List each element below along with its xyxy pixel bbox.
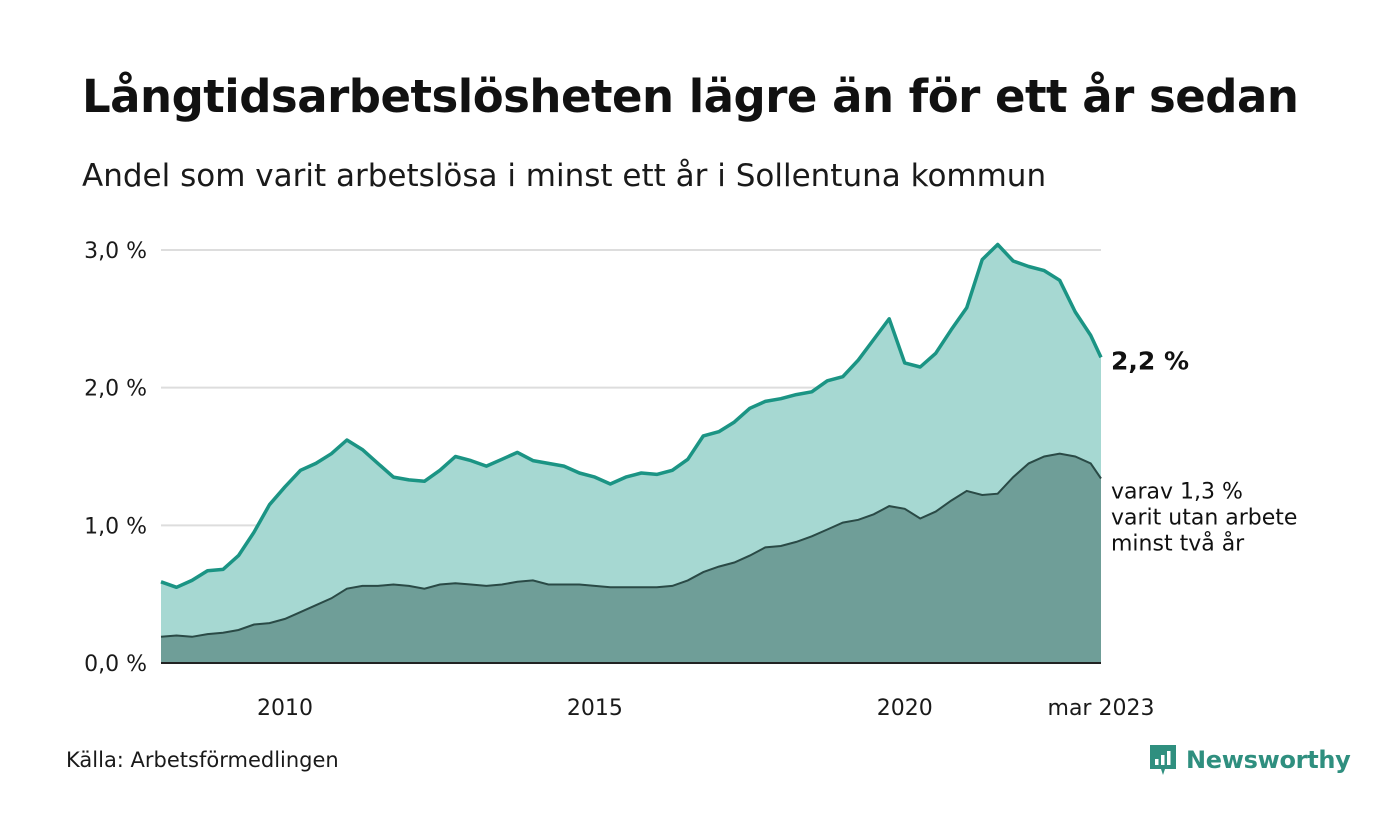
y-tick-label: 3,0 % (84, 239, 147, 264)
chart-subtitle: Andel som varit arbetslösa i minst ett å… (82, 158, 1047, 194)
brand-logo: Newsworthy (1148, 743, 1351, 777)
two-year-line (160, 452, 1102, 638)
y-tick-label: 1,0 % (84, 514, 147, 539)
x-tick-label: 2020 (877, 696, 933, 721)
two-year-end-label-line: varav 1,3 % (1111, 480, 1243, 505)
two-year-end-label-line: minst två år (1111, 531, 1245, 557)
two-year-area (161, 453, 1101, 663)
y-tick-label: 0,0 % (84, 652, 147, 677)
y-tick-label: 2,0 % (84, 377, 147, 402)
x-tick-label: mar 2023 (1048, 696, 1155, 721)
two-year-end-label-line: varit utan arbete (1111, 506, 1297, 531)
chart-title: Långtidsarbetslösheten lägre än för ett … (82, 70, 1299, 123)
total-line (160, 242, 1103, 590)
x-tick-label: 2010 (257, 696, 313, 721)
total-end-label: 2,2 % (1111, 346, 1189, 375)
x-tick-label: 2015 (567, 696, 623, 721)
brand-name: Newsworthy (1186, 746, 1351, 774)
source-note: Källa: Arbetsförmedlingen (66, 748, 339, 772)
newsworthy-logo-icon (1150, 745, 1176, 775)
